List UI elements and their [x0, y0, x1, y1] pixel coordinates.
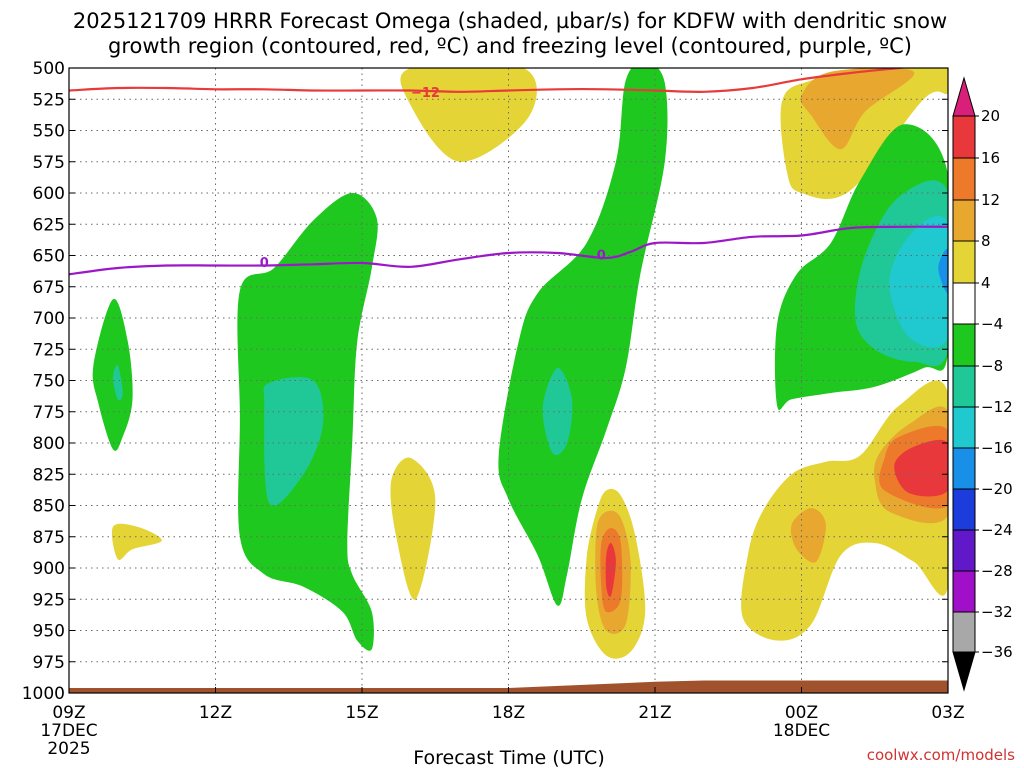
colorbar-swatch: [952, 199, 976, 242]
x-tick-label: 00Z: [785, 703, 818, 723]
x-tick-label: 21Z: [638, 703, 671, 723]
colorbar-label: 20: [981, 107, 1000, 125]
x-tick-sublabel: 17DEC: [40, 721, 97, 741]
contour-lines: −12 0 0: [69, 68, 948, 276]
x-tick-sublabel: 18DEC: [773, 721, 830, 741]
colorbar-swatch: [952, 365, 976, 408]
dgz-contour-label: −12: [411, 86, 440, 101]
y-axis: 500 525 550 575 600 625 650 675 700 725 750 775 800 8…: [22, 59, 948, 704]
x-tick-label: 12Z: [199, 703, 232, 723]
y-tick-label: 825: [33, 465, 65, 485]
colorbar-label: 16: [981, 149, 1000, 167]
colorbar-label: −20: [981, 480, 1013, 498]
y-tick-label: 500: [33, 59, 65, 79]
omega-shading: [92, 68, 948, 659]
dendritic-growth-contour: [69, 68, 906, 93]
colorbar-swatch: [952, 447, 976, 490]
colorbar-label: −4: [981, 315, 1003, 333]
colorbar-swatch: [952, 115, 976, 159]
colorbar: 20 16 12 8 4 −4 −8 −12 −16 −20 −24 −28 −32 −36: [952, 76, 1013, 692]
y-tick-label: 650: [33, 247, 65, 267]
y-tick-label: 675: [33, 278, 65, 298]
credit-text: coolwx.com/models: [867, 746, 1015, 764]
omega-region-neg16: [938, 248, 948, 294]
colorbar-label: 8: [981, 232, 991, 250]
y-tick-label: 775: [33, 403, 65, 423]
colorbar-label: −36: [981, 643, 1013, 661]
y-tick-label: 950: [33, 622, 65, 642]
chart-title-line2: growth region (contoured, red, ºC) and f…: [108, 34, 912, 58]
omega-region-neg12: [889, 215, 948, 348]
colorbar-swatch: [952, 570, 976, 613]
y-tick-label: 725: [33, 340, 65, 360]
freezing-contour-label-2: 0: [597, 248, 606, 263]
freezing-level-contour: [69, 225, 948, 276]
colorbar-swatch: [952, 529, 976, 572]
y-tick-label: 850: [33, 497, 65, 517]
y-tick-label: 800: [33, 434, 65, 454]
x-tick-sublabel-year: 2025: [47, 739, 90, 759]
omega-region-pos16: [894, 439, 948, 497]
colorbar-bottom-arrow: [952, 651, 976, 692]
y-tick-label: 900: [33, 559, 65, 579]
grid-lines: [69, 68, 948, 693]
omega-region-neg8: [263, 377, 324, 506]
colorbar-swatch: [952, 611, 976, 653]
y-tick-label: 750: [33, 372, 65, 392]
omega-region-neg8: [542, 367, 573, 456]
freezing-contour-label: 0: [260, 256, 269, 271]
colorbar-label: 4: [981, 274, 991, 292]
colorbar-swatch: [952, 406, 976, 449]
omega-region-neg4: [498, 68, 668, 606]
colorbar-label: −24: [981, 521, 1013, 539]
colorbar-swatch: [952, 282, 976, 325]
y-tick-label: 875: [33, 528, 65, 548]
y-tick-label: 550: [33, 122, 65, 142]
terrain-surface: [69, 680, 948, 693]
y-tick-label: 600: [33, 184, 65, 204]
omega-region-pos4: [390, 457, 436, 600]
x-tick-label: 15Z: [345, 703, 378, 723]
y-tick-label: 700: [33, 309, 65, 329]
y-tick-label: 525: [33, 90, 65, 110]
colorbar-swatch: [952, 157, 976, 201]
colorbar-label: −12: [981, 398, 1013, 416]
chart-title-line1: 2025121709 HRRR Forecast Omega (shaded, …: [73, 9, 947, 33]
y-tick-label: 925: [33, 590, 65, 610]
colorbar-label: 12: [981, 191, 1000, 209]
colorbar-label: −8: [981, 357, 1003, 375]
x-tick-label: 09Z: [52, 703, 85, 723]
colorbar-label: −32: [981, 603, 1013, 621]
terrain-fill: [69, 680, 948, 693]
y-tick-label: 575: [33, 153, 65, 173]
colorbar-swatch: [952, 323, 976, 367]
colorbar-swatch: [952, 488, 976, 531]
y-tick-label: 975: [33, 653, 65, 673]
omega-region-pos4: [400, 68, 537, 162]
y-tick-label: 625: [33, 215, 65, 235]
y-tick-label: 1000: [22, 684, 65, 704]
omega-region-neg4: [92, 298, 133, 451]
colorbar-swatch: [952, 240, 976, 284]
omega-region-pos4: [111, 523, 162, 561]
omega-region-pos16: [605, 542, 616, 597]
x-tick-label: 18Z: [492, 703, 525, 723]
omega-region-pos8: [800, 68, 915, 150]
omega-region-pos8: [790, 508, 826, 563]
colorbar-top-arrow: [952, 76, 976, 117]
x-axis-label: Forecast Time (UTC): [413, 747, 604, 768]
omega-region-neg8: [113, 365, 123, 401]
colorbar-label: −28: [981, 562, 1013, 580]
colorbar-label: −16: [981, 439, 1013, 457]
x-tick-label: 03Z: [931, 703, 964, 723]
